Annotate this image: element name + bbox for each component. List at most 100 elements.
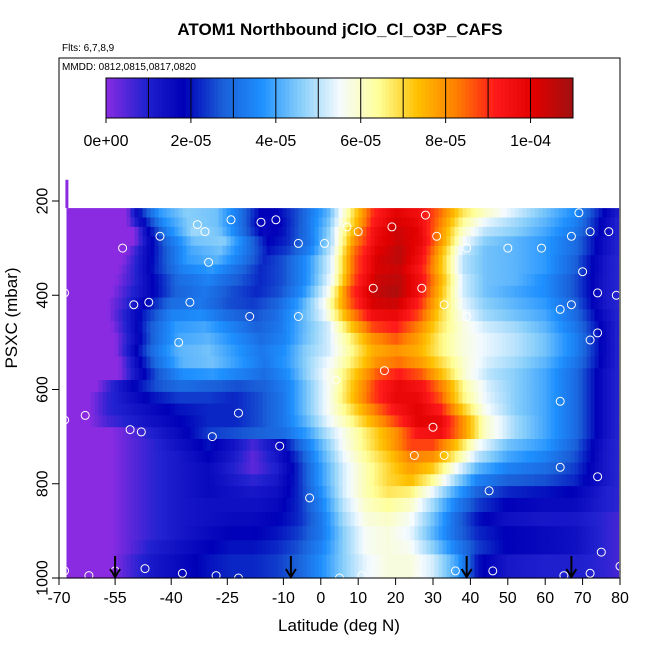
heatmap-cell (282, 415, 288, 428)
heatmap-cell (250, 391, 256, 405)
heatmap-cell (70, 255, 76, 266)
colorbar-segment (537, 78, 542, 118)
heatmap-cell (506, 512, 512, 527)
heatmap-cell (538, 415, 544, 428)
heatmap-cell (442, 570, 448, 579)
heatmap-cell (522, 368, 528, 381)
heatmap-cell (494, 297, 500, 310)
heatmap-cell (230, 391, 236, 405)
heatmap-cell (354, 208, 360, 219)
y-tick-label: 600 (35, 376, 52, 403)
heatmap-cell (182, 474, 188, 487)
heatmap-cell (370, 255, 376, 266)
heatmap-cell (362, 427, 368, 440)
heatmap-cell (498, 344, 504, 358)
heatmap-cell (390, 570, 396, 579)
heatmap-cell (90, 474, 96, 487)
heatmap-cell (578, 264, 584, 275)
colorbar-segment (569, 78, 574, 118)
heatmap-cell (150, 380, 156, 393)
heatmap-cell (146, 264, 152, 275)
heatmap-cell (558, 297, 564, 310)
sample-point (574, 208, 584, 218)
heatmap-cell (390, 264, 396, 275)
heatmap-cell (566, 217, 572, 228)
heatmap-cell (598, 462, 604, 475)
heatmap-cell (506, 403, 512, 416)
heatmap-cell (150, 309, 156, 322)
heatmap-cell (122, 332, 128, 346)
heatmap-cell (390, 380, 396, 393)
heatmap-cells (65, 179, 620, 579)
colorbar-segment (313, 78, 319, 118)
heatmap-cell (74, 526, 80, 541)
heatmap-cell (150, 403, 156, 416)
heatmap-cell (130, 321, 136, 334)
heatmap-cell (490, 427, 496, 440)
heatmap-cell (74, 264, 80, 275)
heatmap-cell (250, 450, 256, 464)
heatmap-cell (250, 570, 256, 579)
heatmap-cell (286, 368, 292, 381)
heatmap-cell (362, 368, 368, 381)
colorbar-segment (453, 78, 458, 118)
heatmap-cell (350, 380, 356, 393)
heatmap-cell (606, 540, 612, 555)
heatmap-cell (138, 427, 144, 440)
heatmap-cell (450, 217, 456, 228)
heatmap-cell (446, 285, 452, 299)
heatmap-cell (322, 255, 328, 266)
heatmap-cell (310, 245, 316, 256)
heatmap-cell (102, 245, 108, 256)
heatmap-cell (194, 391, 200, 405)
heatmap-cell (450, 321, 456, 334)
heatmap-cell (398, 512, 404, 527)
heatmap-cell (506, 462, 512, 475)
heatmap-cell (598, 356, 604, 369)
heatmap-cell (114, 540, 120, 555)
heatmap-cell (302, 526, 308, 541)
heatmap-cell (606, 380, 612, 393)
heatmap-cell (98, 356, 104, 369)
heatmap-cell (458, 439, 464, 452)
heatmap-cell (182, 356, 188, 369)
heatmap-cell (506, 226, 512, 237)
heatmap-cell (78, 245, 84, 256)
heatmap-cell (290, 264, 296, 275)
heatmap-cell (258, 321, 264, 334)
heatmap-cell (410, 486, 416, 499)
heatmap-cell (350, 486, 356, 499)
heatmap-cell (238, 321, 244, 334)
heatmap-cell (522, 486, 528, 499)
heatmap-cell (98, 217, 104, 228)
heatmap-cell (246, 497, 252, 513)
heatmap-cell (406, 321, 412, 334)
x-tick-label: 60 (536, 590, 554, 607)
heatmap-cell (538, 332, 544, 346)
heatmap-cell (394, 226, 400, 237)
heatmap-cell (282, 217, 288, 228)
heatmap-cell (186, 274, 192, 287)
heatmap-cell (530, 450, 536, 464)
heatmap-cell (566, 255, 572, 266)
heatmap-cell (214, 255, 220, 266)
heatmap-cell (202, 554, 208, 572)
heatmap-cell (262, 332, 268, 346)
heatmap-cell (322, 226, 328, 237)
heatmap-cell (374, 486, 380, 499)
heatmap-cell (598, 309, 604, 322)
heatmap-cell (550, 285, 556, 299)
heatmap-cell (590, 403, 596, 416)
heatmap-cell (382, 226, 388, 237)
heatmap-cell (270, 380, 276, 393)
heatmap-cell (94, 450, 100, 464)
heatmap-cell (258, 274, 264, 287)
heatmap-cell (282, 285, 288, 299)
heatmap-cell (266, 570, 272, 579)
heatmap-cell (446, 526, 452, 541)
heatmap-cell (342, 474, 348, 487)
heatmap-cell (282, 540, 288, 555)
heatmap-cell (210, 439, 216, 452)
heatmap-cell (450, 427, 456, 440)
heatmap-cell (122, 264, 128, 275)
